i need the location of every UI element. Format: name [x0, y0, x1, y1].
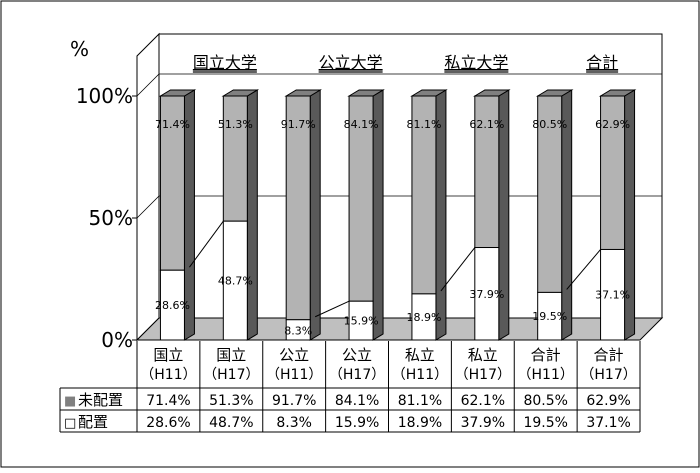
table-cell: 18.9%	[398, 415, 442, 431]
data-label-assigned: 37.9%	[469, 288, 504, 301]
category-label: 国立	[153, 346, 183, 364]
data-label-assigned: 18.9%	[406, 311, 441, 324]
legend-label: 未配置	[78, 391, 123, 409]
y-tick-label: 0%	[101, 328, 133, 352]
bar-segment-unassigned	[222, 95, 248, 222]
category-label: 国立	[216, 346, 246, 364]
data-label-unassigned: 84.1%	[344, 118, 379, 131]
series-connector	[314, 300, 350, 318]
table-cell: 37.9%	[461, 415, 505, 431]
table-cell: 19.5%	[523, 415, 567, 431]
bar: 84.1% 15.9%	[344, 89, 385, 341]
category-label: （H17）	[580, 367, 636, 383]
data-label-unassigned: 71.4%	[155, 118, 190, 131]
bar: 81.1% 18.9%	[406, 89, 448, 341]
table-cell: 8.3%	[276, 415, 312, 431]
data-label-assigned: 15.9%	[344, 315, 379, 328]
bar-segment-unassigned	[285, 95, 311, 321]
data-label-unassigned: 62.1%	[469, 118, 504, 131]
group-label: 合計	[586, 53, 618, 72]
y-unit-label: %	[70, 37, 89, 61]
data-label-assigned: 48.7%	[218, 275, 253, 288]
table-cell: 80.5%	[523, 393, 567, 409]
group-label: 公立大学	[319, 53, 383, 72]
table-cell: 51.3%	[209, 393, 253, 409]
bar: 91.7% 8.3%	[281, 89, 322, 341]
data-table: 国立 （H11） 国立 （H17） 公立 （H11） 公立 （H17） 私立 （H11） 私立 （H1…	[59, 341, 641, 433]
table-cell: 62.1%	[461, 393, 505, 409]
gridline-side	[136, 195, 160, 219]
table-cell: 81.1%	[398, 393, 442, 409]
data-label-assigned: 8.3%	[284, 325, 312, 338]
data-label-unassigned: 81.1%	[406, 118, 441, 131]
plot-background	[135, 32, 664, 342]
floor	[135, 317, 664, 341]
bar-segment-assigned	[600, 248, 626, 341]
bar-segment-assigned	[348, 300, 374, 341]
side-wall	[136, 32, 160, 342]
table-cell: 15.9%	[335, 415, 379, 431]
category-label: （H11）	[140, 367, 196, 383]
data-label-unassigned: 91.7%	[281, 118, 316, 131]
group-labels: 国立大学 公立大学 私立大学 合計	[193, 53, 618, 73]
table-cell: 71.4%	[146, 393, 190, 409]
category-label: 合計	[594, 346, 624, 364]
table-cell: 91.7%	[272, 393, 316, 409]
legend-label: 配置	[78, 413, 108, 431]
y-axis: 0% 50% 100%	[76, 56, 138, 352]
bar-segment-assigned	[159, 269, 185, 341]
category-label: 私立	[405, 346, 435, 364]
gridline-side	[136, 73, 160, 97]
category-label: （H11）	[392, 367, 448, 383]
category-label: 公立	[342, 346, 372, 364]
bar-segment-assigned	[537, 291, 563, 341]
group-label: 私立大学	[444, 53, 508, 72]
category-label: （H11）	[518, 367, 574, 383]
y-tick-label: 50%	[89, 206, 133, 230]
category-label: （H17）	[329, 367, 385, 383]
y-tick-label: 100%	[76, 84, 133, 108]
bar: 62.1% 37.9%	[469, 89, 511, 341]
bar: 51.3% 48.7%	[218, 89, 260, 341]
data-label-unassigned: 51.3%	[218, 118, 253, 131]
bars: 71.4%28.6%51.3%48.7%91.7%8.3%84.1%15.9%8…	[155, 89, 637, 341]
category-label: 私立	[468, 346, 498, 364]
bar: 62.9% 37.1%	[595, 89, 637, 341]
category-label: 公立	[279, 346, 309, 364]
table-cell: 84.1%	[335, 393, 379, 409]
bar: 71.4% 28.6%	[155, 89, 197, 341]
series-connector	[189, 220, 224, 268]
bar: 80.5% 19.5%	[532, 89, 574, 341]
table-cell: 62.9%	[586, 393, 630, 409]
bar-segment-unassigned	[411, 95, 437, 295]
table-cell: 37.1%	[586, 415, 630, 431]
bar-segment-assigned	[222, 220, 248, 341]
table-cell: 28.6%	[146, 415, 190, 431]
category-label: 合計	[531, 346, 561, 364]
data-label-assigned: 37.1%	[595, 289, 630, 302]
bar-segment-unassigned	[348, 95, 374, 302]
category-label: （H11）	[266, 367, 322, 383]
data-label-unassigned: 80.5%	[532, 118, 567, 131]
bar-segment-assigned	[285, 319, 311, 341]
series-connector	[440, 247, 476, 292]
data-label-assigned: 28.6%	[155, 299, 190, 312]
table-cell: 48.7%	[209, 415, 253, 431]
bar-segment-unassigned	[474, 95, 500, 249]
series-connector	[566, 249, 601, 290]
bar-segment-assigned	[411, 293, 437, 341]
data-label-assigned: 19.5%	[532, 310, 567, 323]
data-label-unassigned: 62.9%	[595, 118, 630, 131]
bar-segment-assigned	[474, 247, 500, 341]
legend-marker: ■	[64, 394, 76, 409]
bar-segment-unassigned	[600, 95, 626, 250]
category-label: （H17）	[203, 367, 259, 383]
group-label: 国立大学	[193, 53, 257, 72]
category-label: （H17）	[455, 367, 511, 383]
legend-marker: □	[64, 416, 76, 431]
